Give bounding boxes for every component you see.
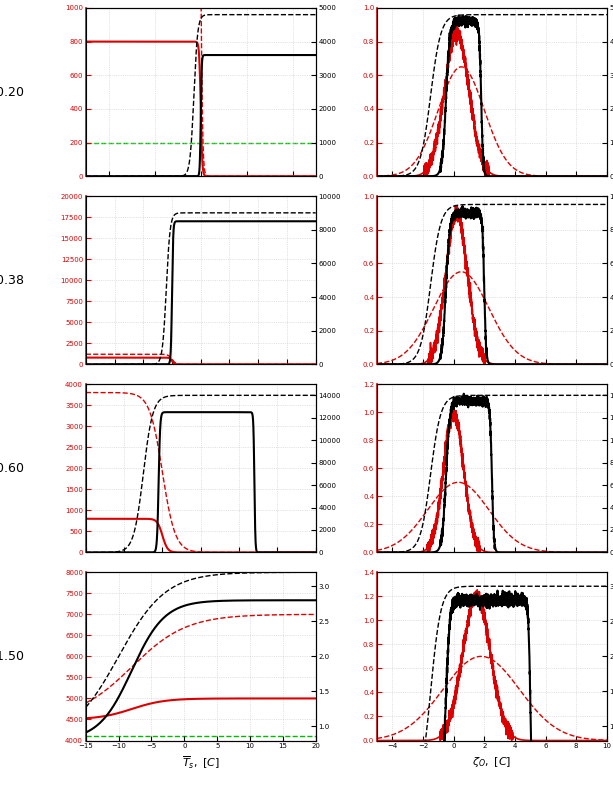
Text: $\Delta = 0.38$: $\Delta = 0.38$: [0, 274, 25, 287]
X-axis label: $\zeta_O,\ [C]$: $\zeta_O,\ [C]$: [472, 755, 512, 769]
X-axis label: $\overline{T}_s,\ [C]$: $\overline{T}_s,\ [C]$: [181, 755, 220, 771]
Text: $\Delta = 1.50$: $\Delta = 1.50$: [0, 650, 25, 663]
Text: $\Delta = 0.20$: $\Delta = 0.20$: [0, 86, 25, 98]
Text: $\Delta = 0.60$: $\Delta = 0.60$: [0, 462, 25, 474]
